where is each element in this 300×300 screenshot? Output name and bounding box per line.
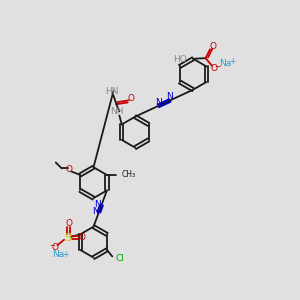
Text: −: −: [214, 63, 221, 72]
Text: N: N: [167, 92, 173, 101]
Text: O: O: [65, 219, 72, 228]
Text: O: O: [211, 64, 218, 73]
Text: Na: Na: [52, 250, 64, 259]
Text: O: O: [51, 243, 58, 252]
Text: +: +: [229, 57, 236, 66]
Text: S: S: [64, 233, 71, 243]
Text: CH₃: CH₃: [122, 170, 136, 179]
Text: Na: Na: [219, 59, 231, 68]
Text: N: N: [92, 207, 99, 216]
Text: HN: HN: [105, 87, 119, 96]
Text: O: O: [210, 42, 217, 51]
Text: Cl: Cl: [115, 254, 124, 263]
Text: O: O: [78, 233, 85, 242]
Text: +: +: [62, 250, 68, 259]
Text: N: N: [94, 200, 101, 209]
Text: −: −: [49, 243, 55, 249]
Text: O: O: [65, 164, 72, 173]
Text: O: O: [128, 94, 135, 103]
Text: NH: NH: [110, 107, 124, 116]
Text: HO: HO: [173, 55, 187, 64]
Text: N: N: [155, 98, 162, 107]
